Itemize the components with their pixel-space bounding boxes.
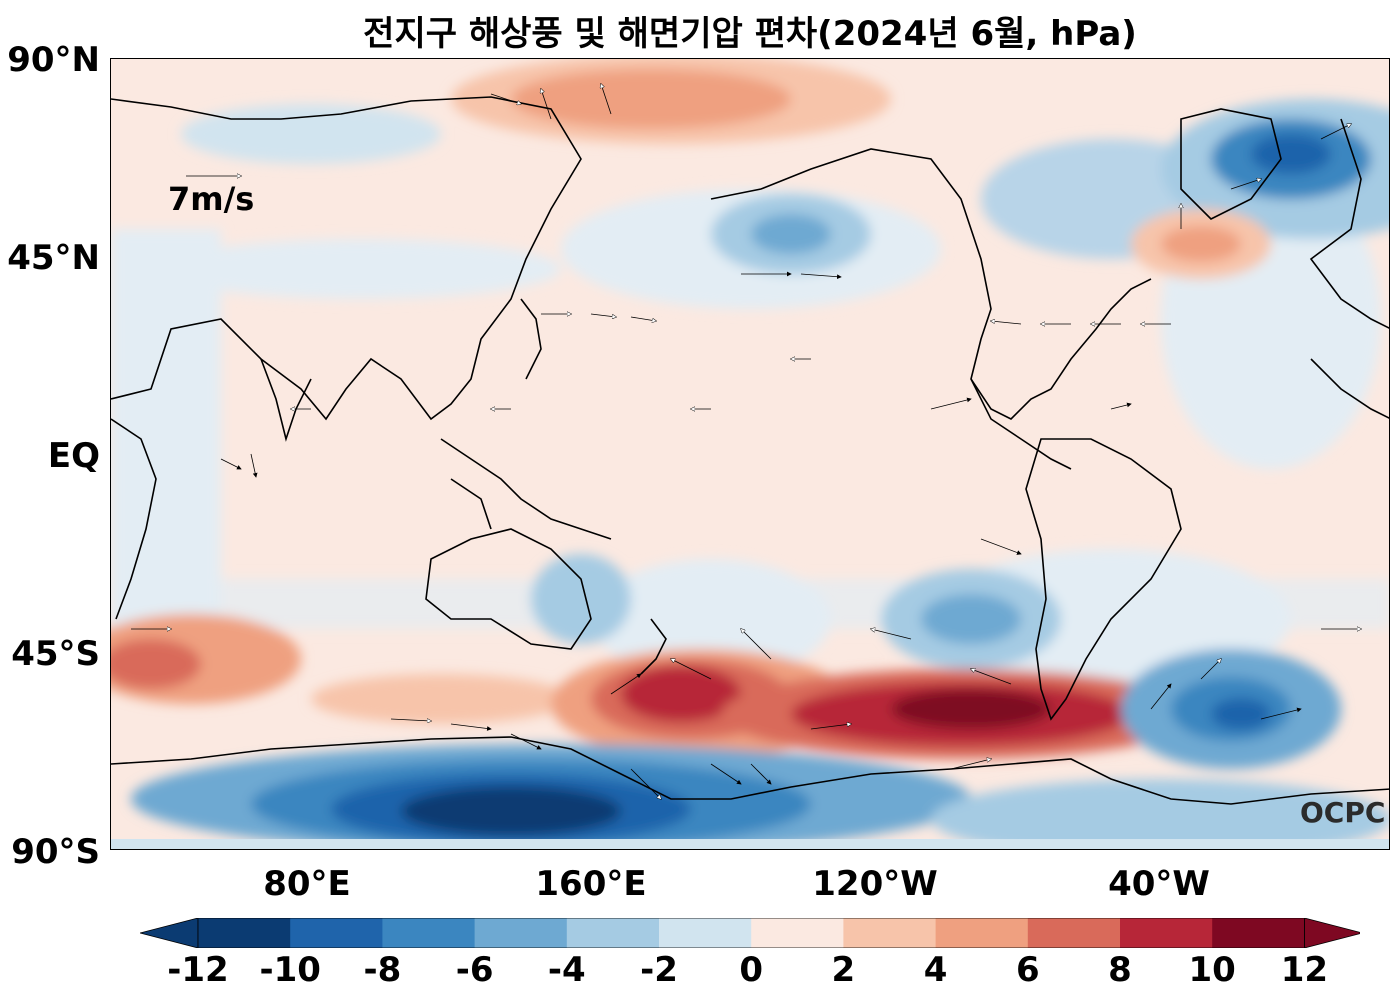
lat-label-90n: 90°N	[7, 40, 100, 80]
colorbar-tick-label: -8	[363, 950, 402, 990]
colorbar-segment	[290, 918, 383, 948]
wind-vectors	[131, 84, 1361, 799]
colorbar-tick-label: -2	[640, 950, 678, 990]
colorbar-tick-label: -10	[259, 950, 321, 990]
sea-level-pressure-anomaly-map	[111, 59, 1389, 849]
lat-label-90s: 90°S	[11, 832, 100, 872]
colorbar-tick-label: 0	[739, 950, 764, 990]
colorbar-segment	[1120, 918, 1213, 948]
colorbar-tick-label: 12	[1280, 950, 1329, 990]
colorbar-segment	[843, 918, 937, 948]
lat-label-45s: 45°S	[11, 634, 100, 674]
lon-label-120w: 120°W	[812, 864, 938, 904]
lon-label-40w: 40°W	[1108, 864, 1210, 904]
colorbar-tick-label: -12	[167, 950, 229, 990]
colorbar-segment	[474, 918, 568, 948]
colorbar-tick-label: 8	[1108, 950, 1132, 990]
colorbar-tick-label: -4	[547, 950, 586, 990]
colorbar	[140, 918, 1360, 948]
colorbar-segment	[1027, 918, 1121, 948]
colorbar-border	[197, 918, 1305, 948]
lon-label-160e: 160°E	[535, 864, 647, 904]
colorbar-segment	[751, 918, 844, 948]
lat-label-eq: EQ	[47, 436, 100, 476]
colorbar-extend-max	[1304, 918, 1360, 948]
map-panel	[110, 58, 1390, 850]
colorbar-segment	[1212, 918, 1305, 948]
colorbar-segment	[198, 918, 291, 948]
colorbar-tick-label: -6	[455, 950, 494, 990]
lat-label-45n: 45°N	[7, 238, 100, 278]
map-title: 전지구 해상풍 및 해면기압 편차(2024년 6월, hPa)	[363, 14, 1137, 54]
coastlines	[111, 96, 1389, 805]
colorbar-segment	[566, 918, 660, 948]
lon-label-80e: 80°E	[263, 864, 351, 904]
south-pole-band	[111, 839, 1389, 849]
anomaly-shading	[111, 59, 1389, 849]
colorbar-segment	[659, 918, 752, 948]
colorbar-extend-min	[140, 918, 199, 948]
colorbar-segment	[382, 918, 476, 948]
colorbar-tick-label: 2	[831, 950, 856, 990]
ocpc-watermark: OCPC	[1300, 796, 1386, 829]
colorbar-segment	[935, 918, 1029, 948]
colorbar-tick-label: 6	[1015, 950, 1040, 990]
reference-vector-label: 7m/s	[168, 180, 255, 218]
colorbar-tick-label: 4	[923, 950, 948, 990]
colorbar-tick-label: 10	[1188, 950, 1236, 990]
